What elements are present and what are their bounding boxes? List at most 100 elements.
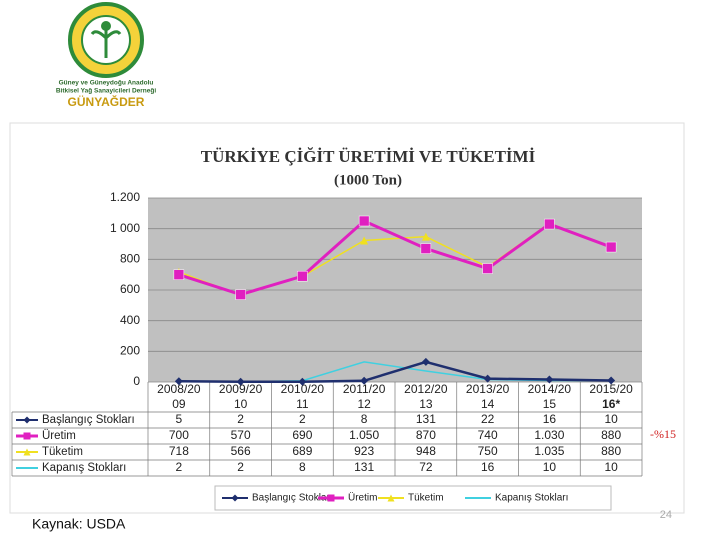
point [174,377,183,386]
table-cell: 131 [354,460,374,474]
point [545,375,554,384]
table-cell: 2 [237,460,244,474]
table-cell: 923 [354,444,374,458]
x-tick-label: 2009/20 [219,382,263,396]
table-cell: 566 [231,444,251,458]
legend-label: Başlangıç Stokları [252,493,333,504]
table-cell: 689 [292,444,312,458]
x-tick-label: 13 [419,397,433,411]
legend-label: Kapanış Stokları [495,493,568,504]
point [482,263,493,274]
table-row-label: Tüketim [42,446,83,458]
point [298,377,307,386]
point [360,236,369,245]
x-tick-label: 2014/20 [528,382,572,396]
source: Kaynak: USDA [32,516,126,532]
table-row-label: Üretim [42,430,76,442]
x-tick-label: 2008/20 [157,382,201,396]
y-tick-label: 1.200 [110,190,140,204]
chart-title: TÜRKİYE ÇİĞİT ÜRETİMİ VE TÜKETİMİ [201,147,536,166]
x-tick-label: 2010/20 [281,382,325,396]
table-cell: 700 [169,428,189,442]
legend-label: Tüketim [408,493,444,504]
table-cell: 131 [416,412,436,426]
point [421,232,430,241]
legend-marker [231,494,239,502]
table-cell: 1.050 [349,428,379,442]
x-tick-label: 16* [602,397,620,411]
table-cell: 570 [231,428,251,442]
table-cell: 8 [361,412,368,426]
x-tick-label: 15 [543,397,557,411]
x-tick-label: 2011/20 [343,382,386,396]
point [544,218,555,230]
y-tick-label: 1 000 [110,221,140,235]
x-tick-label: 12 [357,397,371,411]
table-cell: 2 [237,412,244,426]
legend-marker [23,416,31,424]
y-tick-label: 600 [120,282,140,296]
table-cell: 8 [299,460,306,474]
table-row-label: Kapanış Stokları [42,462,126,474]
table-cell: 2 [176,460,183,474]
table-cell: 10 [543,460,557,474]
legend-label: Üretim [348,492,377,504]
point [421,357,430,366]
legend-marker [23,448,31,456]
table-cell: 16 [543,412,557,426]
table-cell: 948 [416,444,436,458]
annotation: -%15 [650,427,676,441]
table-cell: 718 [169,444,189,458]
series-line [178,360,612,383]
y-tick-label: 200 [120,344,140,358]
point [607,376,616,385]
table-cell: 1.035 [534,444,564,458]
x-tick-label: 10 [234,397,248,411]
logo-line: Bitkisel Yağ Sanayicileri Derneği [56,88,157,95]
x-tick-label: 14 [481,397,495,411]
table-cell: 10 [604,412,618,426]
x-tick-label: 2015/20 [589,382,633,396]
point [605,241,617,253]
point [358,215,370,227]
logo-name: GÜNYAĞDER [68,94,145,109]
legend-marker [23,432,31,440]
legend-marker [387,494,395,502]
y-tick-label: 400 [120,313,140,327]
legend-marker [327,494,335,502]
point [297,270,308,282]
table-cell: 690 [292,428,312,442]
y-tick-label: 800 [120,252,140,266]
series-line [178,219,612,297]
chart-subtitle: (1000 Ton) [334,172,402,188]
x-tick-label: 2013/20 [466,382,510,396]
point [236,377,245,386]
table-cell: 740 [478,428,498,442]
table-cell: 880 [601,428,621,442]
table-cell: 72 [419,460,433,474]
legend-box [214,485,612,511]
point [420,243,432,254]
x-tick-label: 09 [172,397,186,411]
table-cell: 870 [416,428,436,442]
point [173,269,185,280]
table-cell: 880 [601,444,621,458]
x-tick-label: 2012/20 [404,382,448,396]
y-tick-label: 0 [133,374,140,388]
point [360,376,369,385]
table-cell: 1.030 [534,428,564,442]
table-cell: 2 [299,412,306,426]
page-number: 24 [660,509,672,521]
point [235,289,246,300]
table-row-label: Başlangıç Stokları [42,414,135,426]
table-cell: 10 [604,460,618,474]
table-cell: 16 [481,460,495,474]
logo [68,2,144,78]
point [483,374,492,383]
logo-line: Güney ve Güneydoğu Anadolu [59,80,154,87]
table-cell: 22 [481,412,495,426]
table-cell: 5 [176,412,183,426]
x-tick-label: 11 [296,397,309,411]
